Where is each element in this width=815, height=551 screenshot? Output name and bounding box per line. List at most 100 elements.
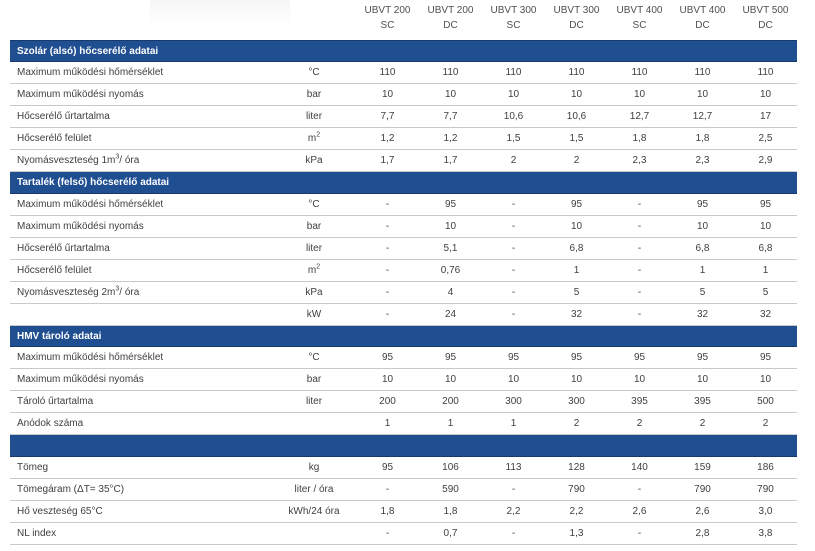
- cell-value: 95: [482, 346, 545, 369]
- logo-area: [150, 0, 290, 26]
- cell-value: -: [608, 522, 671, 545]
- cell-value: -: [608, 237, 671, 260]
- cell-value: 2,6: [608, 500, 671, 523]
- cell-value: 10: [734, 368, 797, 391]
- cell-value: 300: [545, 390, 608, 413]
- cell-value: 110: [545, 61, 608, 84]
- cell-value: 95: [545, 193, 608, 216]
- cell-value: -: [608, 478, 671, 501]
- column-header: UBVT 300 DC: [553, 5, 600, 31]
- row-label: Maximum működési nyomás: [10, 83, 272, 106]
- cell-value: 1,8: [419, 500, 482, 523]
- column-header: UBVT 200 DC: [427, 5, 474, 31]
- table-row: Hőcserélő űrtartalma liter 7,7 7,7 10,6 10,6 1…: [10, 105, 797, 128]
- cell-value: -: [356, 215, 419, 238]
- cell-value: 5: [671, 281, 734, 304]
- section-title: Tartalék (felső) hőcserélő adatai: [10, 171, 797, 194]
- section-header: [10, 434, 797, 457]
- cell-value: -: [482, 281, 545, 304]
- cell-value: 500: [734, 390, 797, 413]
- cell-value: -: [608, 193, 671, 216]
- cell-value: 95: [419, 346, 482, 369]
- cell-value: 24: [419, 303, 482, 326]
- cell-value: 2,2: [545, 500, 608, 523]
- cell-value: 95: [671, 193, 734, 216]
- table-row: Maximum működési hőmérséklet °C -95-95-95 9…: [10, 193, 797, 216]
- cell-value: 2,2: [482, 500, 545, 523]
- row-unit: bar: [272, 368, 356, 391]
- row-label: Hőcserélő felület: [10, 127, 272, 150]
- cell-value: 2: [545, 412, 608, 435]
- cell-value: -: [356, 281, 419, 304]
- cell-value: -: [482, 478, 545, 501]
- row-label: Nyomásveszteség 2m3/ óra: [10, 281, 272, 304]
- cell-value: 0,7: [419, 522, 482, 545]
- cell-value: 2,3: [671, 149, 734, 172]
- cell-value: 5,1: [419, 237, 482, 260]
- table-row: Hő veszteség 65°C kWh/24 óra 1,8 1,8 2,2 2,2 2…: [10, 500, 797, 523]
- row-unit: liter: [272, 390, 356, 413]
- cell-value: -: [356, 303, 419, 326]
- section-title: HMV tároló adatai: [10, 325, 797, 347]
- row-unit: m2: [272, 127, 356, 150]
- cell-value: 32: [734, 303, 797, 326]
- row-unit: °C: [272, 193, 356, 216]
- row-unit: [272, 522, 356, 545]
- section-header: Tartalék (felső) hőcserélő adatai: [10, 171, 797, 194]
- cell-value: 590: [419, 478, 482, 501]
- cell-value: 10: [734, 83, 797, 106]
- cell-value: 10,6: [482, 105, 545, 128]
- row-unit: °C: [272, 346, 356, 369]
- cell-value: 790: [671, 478, 734, 501]
- cell-value: 10: [734, 215, 797, 238]
- cell-value: 110: [419, 61, 482, 84]
- cell-value: 3,0: [734, 500, 797, 523]
- row-unit: kg: [272, 456, 356, 479]
- cell-value: 5: [545, 281, 608, 304]
- cell-value: 1: [734, 259, 797, 282]
- cell-value: 2,5: [734, 127, 797, 150]
- cell-value: 32: [671, 303, 734, 326]
- cell-value: 3,8: [734, 522, 797, 545]
- row-unit: kWh/24 óra: [272, 500, 356, 523]
- cell-value: 95: [356, 346, 419, 369]
- table-row: kW -24-32-32 32: [10, 303, 797, 326]
- cell-value: 17: [734, 105, 797, 128]
- row-label: Nyomásveszteség 1m3/ óra: [10, 149, 272, 172]
- cell-value: 10: [545, 215, 608, 238]
- cell-value: 128: [545, 456, 608, 479]
- cell-value: 10: [419, 83, 482, 106]
- table-row: Maximum működési nyomás bar 10 10 10 10 10 10 10: [10, 368, 797, 391]
- cell-value: -: [356, 478, 419, 501]
- row-unit: kPa: [272, 149, 356, 172]
- cell-value: -: [608, 303, 671, 326]
- column-header: UBVT 400 DC: [679, 5, 726, 31]
- cell-value: 95: [734, 346, 797, 369]
- column-header: UBVT 400 SC: [616, 5, 663, 31]
- row-label: Anódok száma: [10, 412, 272, 435]
- cell-value: 140: [608, 456, 671, 479]
- cell-value: 1: [482, 412, 545, 435]
- cell-value: 110: [671, 61, 734, 84]
- cell-value: 10: [545, 368, 608, 391]
- cell-value: -: [356, 193, 419, 216]
- row-label: Tároló űrtartalma: [10, 390, 272, 413]
- cell-value: 2,3: [608, 149, 671, 172]
- cell-value: 10: [608, 83, 671, 106]
- cell-value: 95: [419, 193, 482, 216]
- table-row: Maximum működési nyomás bar 10 10 10 10 10 10 10: [10, 83, 797, 106]
- cell-value: 110: [608, 61, 671, 84]
- row-label: Hőcserélő űrtartalma: [10, 237, 272, 260]
- cell-value: 6,8: [671, 237, 734, 260]
- cell-value: -: [482, 522, 545, 545]
- cell-value: -: [608, 259, 671, 282]
- cell-value: 5: [734, 281, 797, 304]
- cell-value: 95: [608, 346, 671, 369]
- cell-value: -: [482, 237, 545, 260]
- cell-value: 1: [671, 259, 734, 282]
- cell-value: 4: [419, 281, 482, 304]
- cell-value: 395: [608, 390, 671, 413]
- cell-value: 110: [734, 61, 797, 84]
- cell-value: -: [482, 193, 545, 216]
- row-label: Maximum működési nyomás: [10, 368, 272, 391]
